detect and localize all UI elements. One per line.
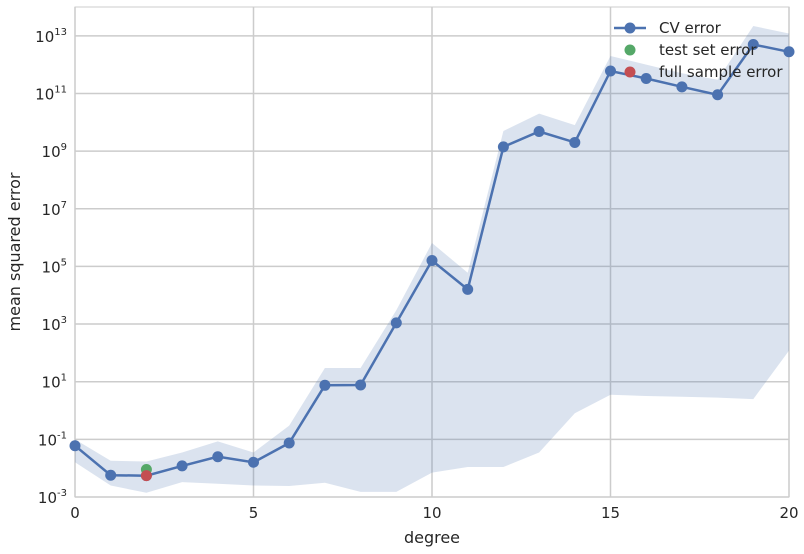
cv-error-point xyxy=(283,437,295,449)
cv-error-point xyxy=(390,317,402,329)
cv-error-point xyxy=(605,65,616,77)
cv-error-point xyxy=(69,440,81,452)
cv-error-point xyxy=(319,379,331,391)
x-tick-label: 0 xyxy=(70,504,80,522)
cv-error-point xyxy=(355,379,367,391)
y-tick-label: 10-1 xyxy=(38,430,67,449)
cv-error-point xyxy=(248,456,259,468)
cv-error-point xyxy=(747,39,759,51)
y-axis-label: mean squared error xyxy=(5,172,24,331)
x-tick-label: 15 xyxy=(601,504,620,522)
legend-marker-test-set-error xyxy=(624,44,636,56)
grid xyxy=(74,7,790,498)
legend-label-cv-error: CV error xyxy=(659,19,722,37)
y-tick-label: 109 xyxy=(42,142,67,161)
y-tick-label: 105 xyxy=(42,257,67,276)
legend-label-full-sample-error: full sample error xyxy=(659,63,783,81)
y-tick-label: 10-3 xyxy=(38,488,67,507)
cv-error-point xyxy=(533,125,545,137)
y-tick-label: 103 xyxy=(42,315,67,334)
cv-error-point xyxy=(497,141,509,153)
cv-error-point xyxy=(569,136,581,148)
y-tick-labels: 10-3 10-1 101 103 105 107 109 1011 1013 xyxy=(35,27,67,507)
cv-error-point xyxy=(426,255,438,267)
x-tick-label: 10 xyxy=(422,504,441,522)
y-tick-label: 101 xyxy=(42,373,67,392)
cv-error-point xyxy=(676,81,688,93)
full-sample-error-point xyxy=(140,470,152,482)
x-tick-label: 5 xyxy=(249,504,259,522)
x-axis-label: degree xyxy=(404,528,460,547)
cv-error-point xyxy=(783,46,795,58)
series-points xyxy=(69,39,795,482)
y-tick-label: 1013 xyxy=(35,27,67,46)
legend-marker-cv-error xyxy=(624,22,636,34)
y-tick-label: 1011 xyxy=(35,84,67,103)
cv-error-point xyxy=(462,283,474,295)
legend-label-test-set-error: test set error xyxy=(659,41,757,59)
cv-error-point xyxy=(212,451,224,463)
legend-marker-full-sample-error xyxy=(624,66,636,78)
x-tick-labels: 0 5 10 15 20 xyxy=(70,504,798,522)
cv-error-point xyxy=(105,469,117,481)
x-tick-label: 20 xyxy=(779,504,798,522)
cv-error-point xyxy=(640,73,652,85)
legend: CV error test set error full sample error xyxy=(614,19,783,81)
y-tick-label: 107 xyxy=(42,200,67,219)
cv-error-point xyxy=(176,460,188,472)
cv-error-point xyxy=(712,89,724,101)
